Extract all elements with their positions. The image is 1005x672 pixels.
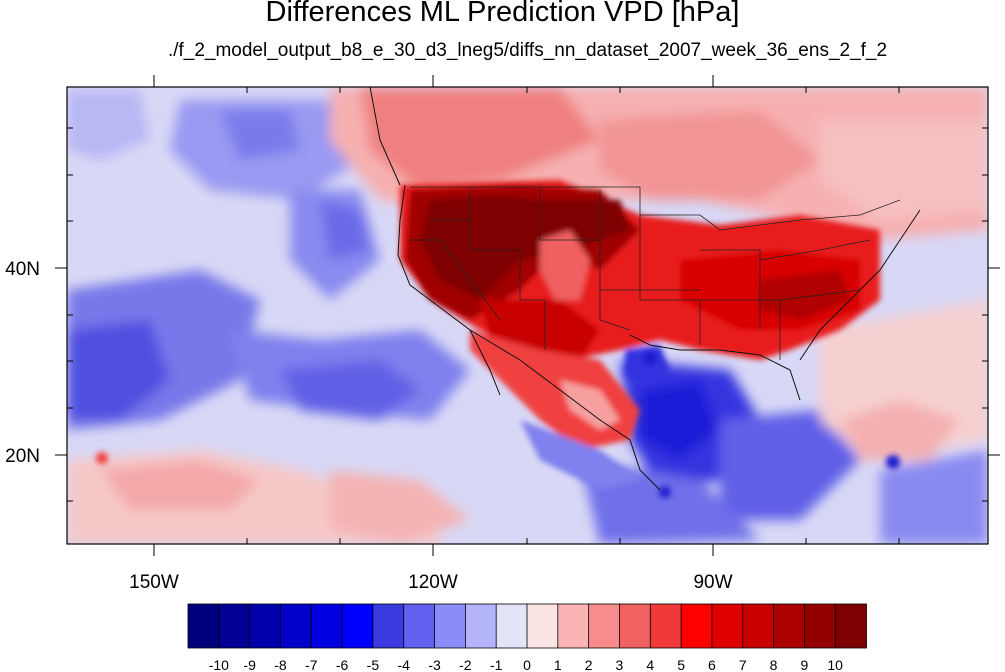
colorbar-label: 6 bbox=[708, 657, 716, 672]
colorbar-label: 3 bbox=[616, 657, 624, 672]
colorbar-swatch bbox=[803, 603, 837, 649]
map-field bbox=[67, 87, 988, 544]
colorbar-label: -1 bbox=[490, 657, 503, 672]
colorbar-label: -5 bbox=[367, 657, 380, 672]
x-tick-label-120w: 120W bbox=[408, 572, 458, 593]
colorbar-label: 1 bbox=[554, 657, 562, 672]
coastlines bbox=[369, 87, 921, 491]
x-ticks bbox=[153, 75, 900, 556]
map-subtitle: ./f_2_model_output_b8_e_30_d3_lneg5/diff… bbox=[167, 40, 888, 61]
map-title: Differences ML Prediction VPD [hPa] bbox=[265, 0, 740, 28]
state-borders bbox=[410, 186, 901, 360]
colorbar-swatch bbox=[588, 603, 621, 649]
colorbar-swatch bbox=[341, 603, 374, 649]
y-tick-label-40n: 40N bbox=[5, 259, 40, 280]
colorbar-label: -8 bbox=[274, 657, 287, 672]
colorbar: -10 -9 -8 -7 -6 -5 -4 -3 -2 -1 0 1 2 3 4 5 6 7 8 9 10 bbox=[187, 603, 867, 672]
colorbar-swatch bbox=[557, 603, 590, 649]
colorbar-label: 10 bbox=[827, 657, 843, 672]
colorbar-label: -3 bbox=[428, 657, 441, 672]
colorbar-swatch bbox=[464, 603, 498, 649]
y-ticks bbox=[55, 127, 1000, 502]
colorbar-swatch bbox=[403, 603, 436, 649]
colorbar-swatch bbox=[249, 603, 282, 649]
colorbar-label: -6 bbox=[336, 657, 349, 672]
colorbar-label: -7 bbox=[305, 657, 318, 672]
colorbar-swatch bbox=[834, 603, 867, 649]
x-tick-label-150w: 150W bbox=[129, 572, 179, 593]
colorbar-swatch bbox=[680, 603, 713, 649]
colorbar-swatch bbox=[218, 603, 251, 649]
x-tick-label-90w: 90W bbox=[693, 572, 732, 593]
colorbar-swatch bbox=[187, 603, 220, 649]
colorbar-swatch bbox=[526, 603, 559, 649]
colorbar-swatch bbox=[495, 603, 528, 649]
colorbar-label: -10 bbox=[209, 657, 229, 672]
colorbar-swatch bbox=[310, 603, 343, 649]
colorbar-label: 8 bbox=[770, 657, 778, 672]
y-tick-label-20n: 20N bbox=[5, 446, 40, 467]
colorbar-swatch bbox=[711, 603, 744, 649]
colorbar-swatch bbox=[773, 603, 806, 649]
colorbar-swatch bbox=[280, 603, 313, 649]
colorbar-label: 7 bbox=[739, 657, 747, 672]
colorbar-swatch bbox=[619, 603, 652, 649]
colorbar-label: 4 bbox=[646, 657, 654, 672]
colorbar-label: 2 bbox=[585, 657, 593, 672]
colorbar-swatch bbox=[742, 603, 775, 649]
colorbar-label: 5 bbox=[677, 657, 685, 672]
colorbar-label: -2 bbox=[459, 657, 472, 672]
colorbar-label: 0 bbox=[523, 657, 531, 672]
colorbar-swatch bbox=[434, 603, 467, 649]
colorbar-label: -9 bbox=[243, 657, 256, 672]
colorbar-swatch bbox=[372, 603, 405, 649]
colorbar-label: 9 bbox=[800, 657, 808, 672]
colorbar-label: -4 bbox=[398, 657, 411, 672]
colorbar-swatch bbox=[649, 603, 682, 649]
